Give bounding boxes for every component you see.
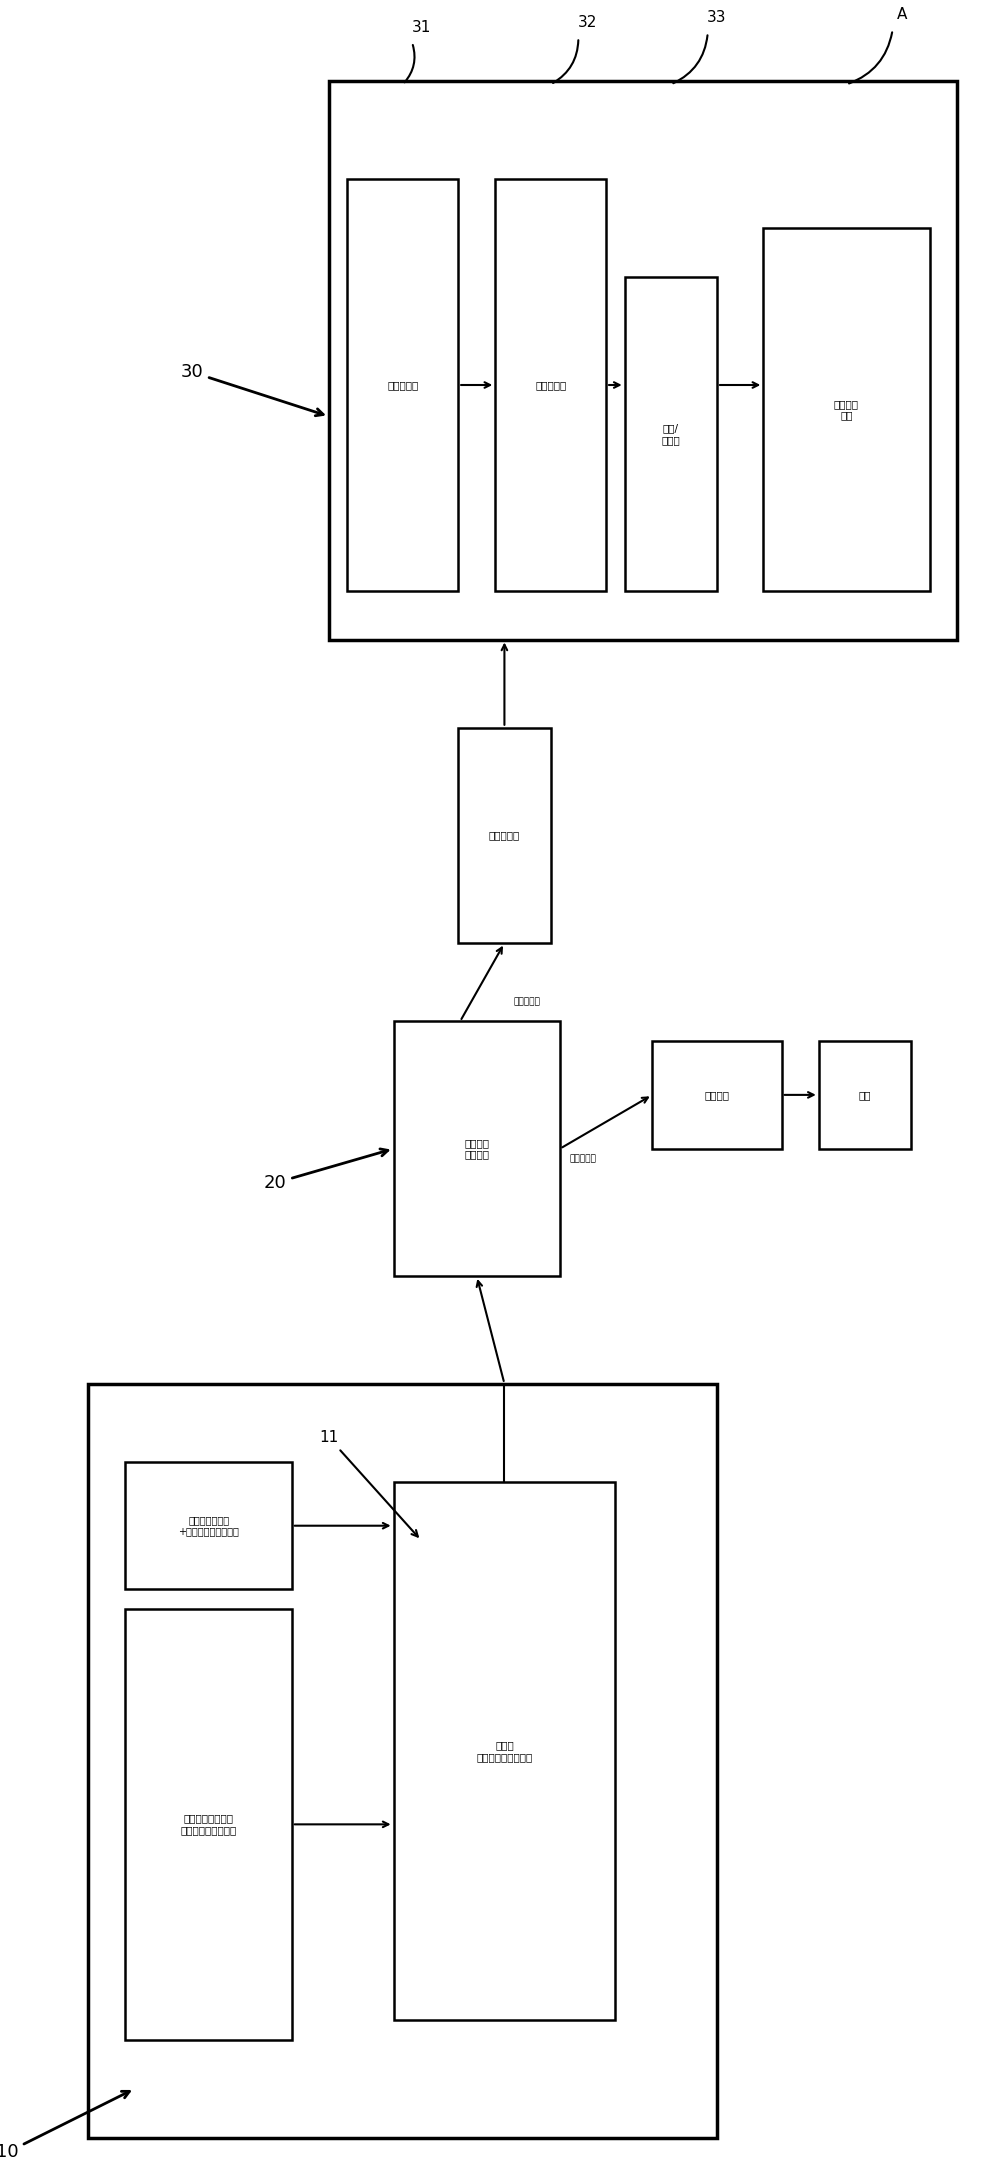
- Bar: [763, 228, 930, 591]
- Bar: [394, 1022, 559, 1276]
- Bar: [458, 728, 551, 944]
- Text: 31: 31: [412, 20, 431, 35]
- Bar: [394, 1483, 615, 2020]
- Text: 30: 30: [181, 363, 323, 415]
- Text: 11: 11: [319, 1430, 418, 1537]
- Bar: [818, 1041, 911, 1148]
- Text: 反应槽
（进行酯酸化反应）: 反应槽 （进行酯酸化反应）: [476, 1739, 533, 1761]
- Text: 甘油酯化: 甘油酯化: [704, 1089, 729, 1100]
- Bar: [88, 1383, 717, 2137]
- Bar: [125, 1609, 292, 2039]
- Text: 原料油（各种动、
植物油或废食用油）: 原料油（各种动、 植物油或废食用油）: [181, 1813, 237, 1835]
- Text: 粗生质柴油: 粗生质柴油: [489, 830, 520, 841]
- Text: 10: 10: [0, 2091, 129, 2161]
- Text: 催化剂（液碱）
+醇类（甲醇、乙醇）: 催化剂（液碱） +醇类（甲醇、乙醇）: [179, 1515, 239, 1537]
- Text: 20: 20: [264, 1148, 388, 1191]
- Text: 中和水洗槽: 中和水洗槽: [535, 380, 566, 389]
- Text: 蒸馏/
脱色槽: 蒸馏/ 脱色槽: [662, 424, 681, 446]
- Text: 甘油: 甘油: [859, 1089, 871, 1100]
- Text: （下层液）: （下层液）: [569, 1154, 596, 1163]
- Text: 静置处理
酯化系集: 静置处理 酯化系集: [464, 1137, 489, 1159]
- Text: 甲醇回收槽: 甲醇回收槽: [387, 380, 419, 389]
- Text: A: A: [897, 7, 907, 22]
- Bar: [347, 180, 458, 591]
- Bar: [495, 180, 606, 591]
- Bar: [625, 278, 717, 591]
- Text: 33: 33: [707, 11, 727, 26]
- Bar: [653, 1041, 782, 1148]
- Bar: [328, 80, 957, 639]
- Text: （上层液）: （上层液）: [514, 998, 541, 1007]
- Text: 32: 32: [578, 15, 597, 30]
- Text: 生质柴油
成品: 生质柴油 成品: [834, 398, 859, 420]
- Bar: [125, 1463, 292, 1589]
